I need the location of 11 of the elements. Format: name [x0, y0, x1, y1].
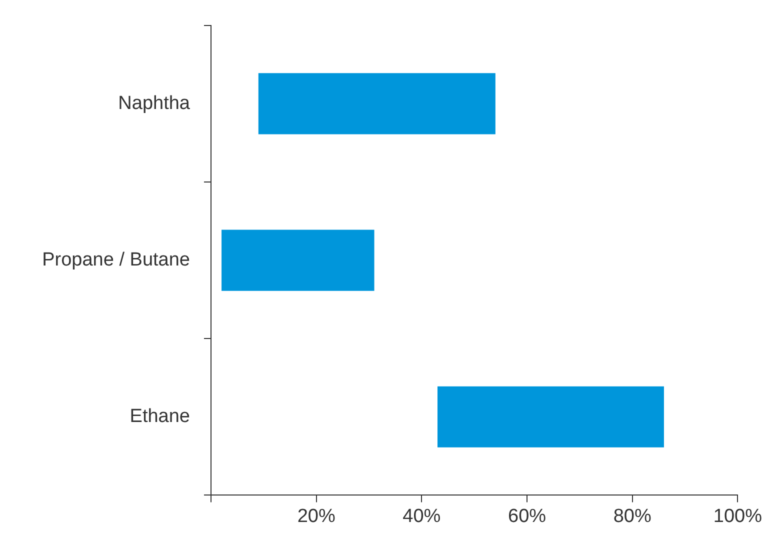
- x-tick-label: 80%: [613, 506, 652, 527]
- y-tick-label: Propane / Butane: [42, 250, 190, 271]
- y-tick-label: Naphtha: [118, 92, 190, 114]
- bar: [222, 230, 374, 291]
- y-tick-label: Ethane: [130, 406, 190, 428]
- x-tick-label: 20%: [297, 506, 336, 527]
- bar: [258, 73, 496, 134]
- x-tick-label: 60%: [508, 506, 546, 527]
- x-tick-label: 100%: [713, 506, 762, 527]
- x-tick-label: 40%: [402, 506, 441, 527]
- bar: [437, 386, 664, 448]
